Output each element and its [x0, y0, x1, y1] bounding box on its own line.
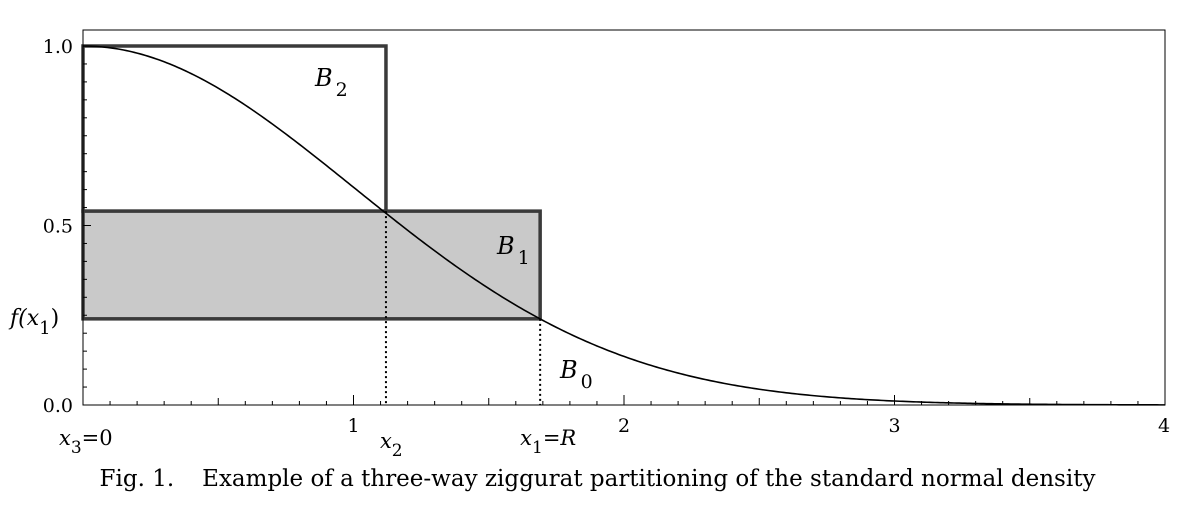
f-x1-label: f(x1)	[8, 306, 59, 339]
caption-label: Fig. 1.	[99, 466, 175, 492]
caption-text: Example of a three-way ziggurat partitio…	[202, 466, 1096, 492]
plot-frame	[82, 29, 1166, 406]
x-tick-label: 2	[618, 415, 630, 437]
x-tick-label: 4	[1158, 415, 1170, 437]
regions-layer	[81, 44, 542, 321]
region-b1-box	[81, 209, 542, 321]
x-tick-label: 3	[888, 415, 900, 437]
region-b2-box	[81, 44, 388, 213]
x3-label: x3=0	[59, 426, 113, 458]
density-curve	[82, 45, 1166, 406]
curve-layer	[82, 45, 1166, 406]
y-tick-label: 0.5	[43, 216, 73, 238]
x1-label: x1=R	[520, 426, 576, 458]
x-tick-label: 1	[347, 415, 359, 437]
labels-layer: 0.0 0.5 1.0 1 2 3 4 x3=0 x2 x1=R f(x1) B 2 B 1 B 0	[8, 36, 1170, 461]
dotted-layer	[384, 211, 542, 405]
y-tick-label: 1.0	[43, 36, 73, 58]
figure-caption: Fig. 1. Example of a three-way ziggurat p…	[0, 466, 1195, 492]
y-tick-label: 0.0	[43, 395, 73, 417]
x2-label: x2	[380, 429, 403, 461]
